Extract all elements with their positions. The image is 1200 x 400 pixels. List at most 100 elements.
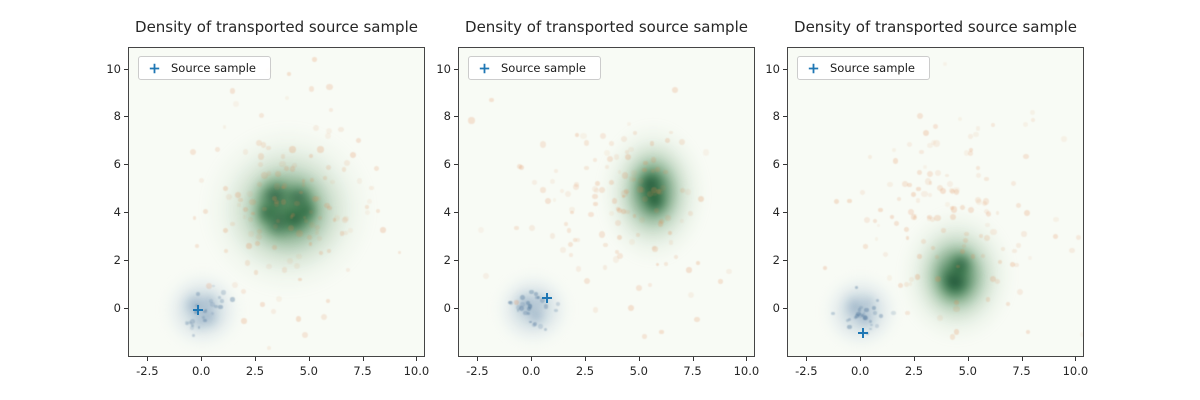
- scatter-dot: [930, 217, 936, 223]
- scatter-dot: [984, 235, 991, 242]
- scatter-dot: [678, 138, 685, 145]
- scatter-dot: [209, 301, 215, 307]
- x-tick-label: -2.5: [136, 364, 159, 378]
- density-blob-blue: [859, 292, 879, 313]
- scatter-dot: [875, 299, 879, 303]
- scatter-dot: [659, 329, 665, 335]
- scatter-dot: [934, 276, 942, 283]
- scatter-dot: [194, 310, 198, 314]
- scatter-dot: [623, 188, 629, 195]
- scatter-dot: [602, 265, 607, 270]
- x-tick-mark: [1021, 357, 1023, 361]
- scatter-dot: [308, 222, 315, 229]
- scatter-dot: [980, 253, 986, 259]
- scatter-dot: [593, 201, 598, 207]
- scatter-dot: [594, 188, 599, 194]
- scatter-dot: [1015, 202, 1022, 208]
- scatter-dot: [507, 300, 512, 305]
- scatter-dot: [629, 175, 636, 183]
- scatter-dot: [863, 315, 869, 321]
- density-blob-blue: [819, 270, 904, 353]
- legend-plus-marker-icon: [478, 62, 491, 75]
- scatter-dot: [655, 262, 660, 267]
- scatter-dot: [647, 282, 652, 287]
- scatter-dot: [527, 304, 533, 309]
- scatter-dot: [638, 216, 645, 223]
- scatter-dot: [614, 249, 619, 254]
- scatter-dot: [222, 125, 227, 130]
- scatter-dot: [332, 218, 337, 222]
- scatter-dot: [552, 198, 557, 202]
- scatter-dot: [319, 250, 324, 255]
- scatter-dot: [267, 345, 272, 350]
- scatter-dot: [580, 132, 587, 139]
- scatter-dot: [697, 195, 704, 202]
- scatter-dot: [632, 214, 637, 218]
- scatter-dot: [672, 87, 679, 94]
- scatter-dot: [986, 212, 992, 218]
- scatter-dot: [614, 220, 621, 227]
- scatter-dot: [483, 272, 490, 279]
- y-tick-mark: [454, 68, 458, 70]
- scatter-dot: [831, 311, 835, 316]
- scatter-dot: [257, 182, 263, 188]
- scatter-dot: [214, 146, 220, 152]
- scatter-dot: [272, 223, 279, 230]
- x-tick-mark: [806, 357, 808, 361]
- scatter-dot: [617, 234, 623, 240]
- scatter-dot: [266, 171, 271, 176]
- scatter-dot: [516, 308, 520, 312]
- scatter-dot: [317, 236, 322, 241]
- scatter-dot: [289, 214, 294, 219]
- scatter-dot: [641, 196, 648, 203]
- scatter-dot: [203, 309, 207, 313]
- scatter-dot: [280, 199, 287, 206]
- scatter-dot: [341, 167, 347, 172]
- scatter-dot: [572, 184, 579, 190]
- scatter-dot: [1079, 331, 1083, 337]
- scatter-dot: [1023, 121, 1029, 128]
- scatter-dot: [613, 154, 619, 160]
- scatter-dot: [637, 177, 644, 184]
- scatter-dot: [261, 172, 268, 179]
- scatter-dot: [238, 197, 243, 203]
- scatter-dot: [913, 214, 918, 219]
- scatter-dot: [343, 230, 348, 235]
- scatter-dot: [598, 231, 606, 238]
- scatter-dot: [324, 202, 330, 209]
- legend-label: Source sample: [171, 61, 256, 75]
- y-tick-mark: [783, 68, 787, 70]
- scatter-dot: [327, 249, 331, 253]
- scatter-dot: [308, 86, 315, 92]
- scatter-dot: [223, 186, 229, 192]
- scatter-dot: [958, 116, 963, 121]
- scatter-dot: [621, 209, 626, 214]
- scatter-dot: [646, 191, 653, 198]
- scatter-dot: [997, 259, 1003, 264]
- scatter-dot: [592, 307, 599, 314]
- density-blob-blue: [189, 311, 209, 333]
- scatter-dot: [526, 306, 531, 311]
- scatter-dot: [477, 226, 485, 234]
- scatter-dot: [592, 158, 597, 163]
- scatter-dot: [365, 209, 371, 215]
- legend-label: Source sample: [830, 61, 915, 75]
- scatter-dot: [694, 316, 700, 322]
- scatter-dot: [975, 165, 981, 171]
- scatter-dot: [922, 130, 930, 137]
- scatter-dot: [858, 313, 864, 318]
- x-tick-label: -2.5: [795, 364, 818, 378]
- scatter-dot: [204, 308, 208, 312]
- scatter-dot: [191, 333, 196, 338]
- scatter-dot: [891, 310, 896, 316]
- scatter-dot: [189, 322, 193, 325]
- scatter-dot: [605, 165, 609, 170]
- x-tick-label: 2.5: [904, 364, 924, 378]
- y-tick-label: 0: [113, 300, 121, 315]
- scatter-dot: [968, 134, 973, 139]
- x-tick-mark: [477, 357, 479, 361]
- scatter-dot: [256, 140, 263, 147]
- scatter-dot: [583, 277, 591, 285]
- scatter-dot: [588, 211, 594, 217]
